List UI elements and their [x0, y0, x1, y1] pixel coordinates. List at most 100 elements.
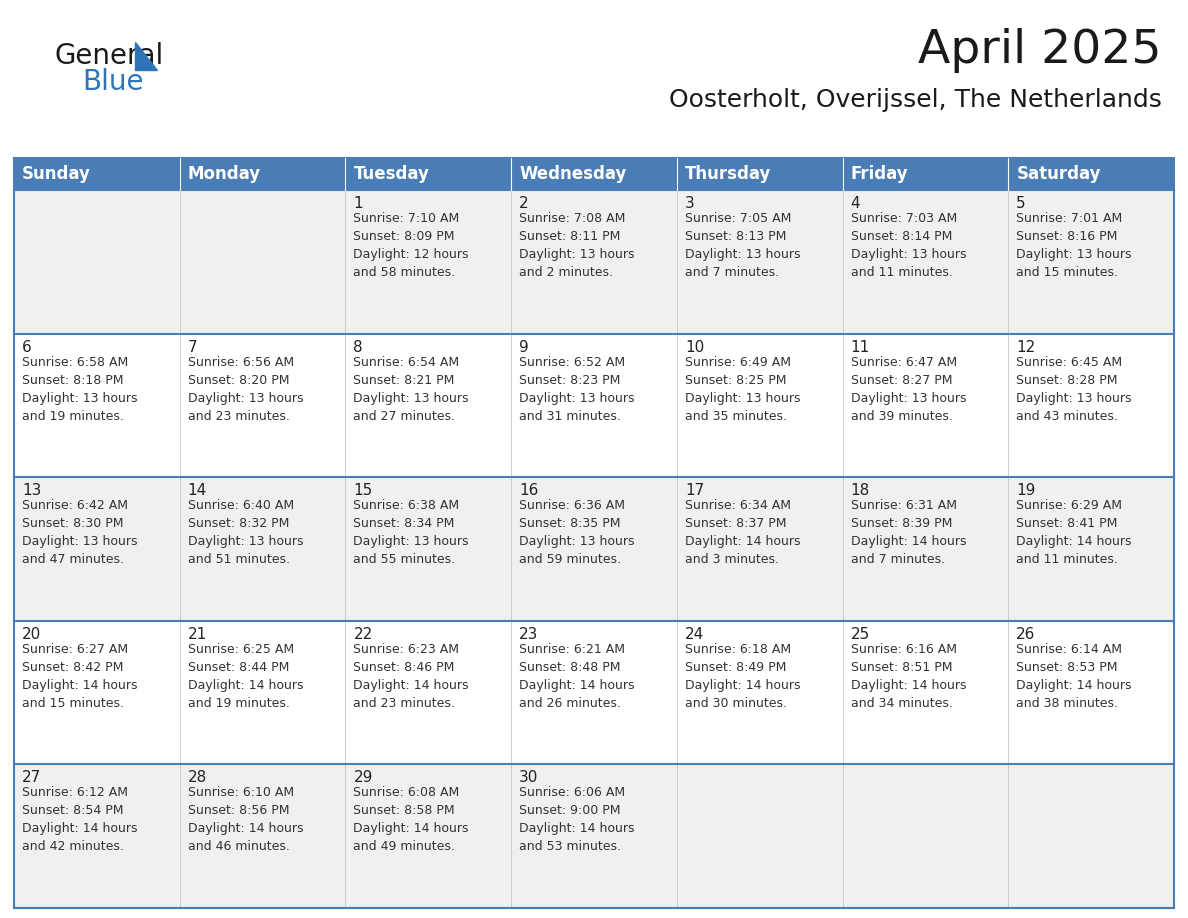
- Text: Sunrise: 6:49 AM
Sunset: 8:25 PM
Daylight: 13 hours
and 35 minutes.: Sunrise: 6:49 AM Sunset: 8:25 PM Dayligh…: [684, 355, 801, 422]
- Text: Sunrise: 6:45 AM
Sunset: 8:28 PM
Daylight: 13 hours
and 43 minutes.: Sunrise: 6:45 AM Sunset: 8:28 PM Dayligh…: [1016, 355, 1132, 422]
- Text: Sunrise: 6:25 AM
Sunset: 8:44 PM
Daylight: 14 hours
and 19 minutes.: Sunrise: 6:25 AM Sunset: 8:44 PM Dayligh…: [188, 643, 303, 710]
- Text: 2: 2: [519, 196, 529, 211]
- Bar: [1009, 190, 1174, 333]
- Bar: [842, 765, 1009, 908]
- Bar: [346, 158, 511, 190]
- Text: Sunrise: 6:21 AM
Sunset: 8:48 PM
Daylight: 14 hours
and 26 minutes.: Sunrise: 6:21 AM Sunset: 8:48 PM Dayligh…: [519, 643, 634, 710]
- Bar: [511, 621, 677, 765]
- Text: 17: 17: [684, 483, 704, 498]
- Bar: [179, 765, 346, 908]
- Text: 7: 7: [188, 340, 197, 354]
- Bar: [346, 190, 511, 333]
- Bar: [511, 158, 677, 190]
- Text: 23: 23: [519, 627, 538, 642]
- Bar: [1009, 477, 1174, 621]
- Text: 1: 1: [353, 196, 364, 211]
- Text: Sunrise: 6:47 AM
Sunset: 8:27 PM
Daylight: 13 hours
and 39 minutes.: Sunrise: 6:47 AM Sunset: 8:27 PM Dayligh…: [851, 355, 966, 422]
- Bar: [842, 621, 1009, 765]
- Bar: [511, 477, 677, 621]
- Text: 27: 27: [23, 770, 42, 786]
- Text: Sunrise: 7:01 AM
Sunset: 8:16 PM
Daylight: 13 hours
and 15 minutes.: Sunrise: 7:01 AM Sunset: 8:16 PM Dayligh…: [1016, 212, 1132, 279]
- Bar: [14, 765, 179, 908]
- Text: 24: 24: [684, 627, 704, 642]
- Text: 15: 15: [353, 483, 373, 498]
- Text: Sunrise: 6:18 AM
Sunset: 8:49 PM
Daylight: 14 hours
and 30 minutes.: Sunrise: 6:18 AM Sunset: 8:49 PM Dayligh…: [684, 643, 801, 710]
- Text: Saturday: Saturday: [1016, 165, 1101, 183]
- Text: Sunrise: 6:12 AM
Sunset: 8:54 PM
Daylight: 14 hours
and 42 minutes.: Sunrise: 6:12 AM Sunset: 8:54 PM Dayligh…: [23, 787, 138, 854]
- Text: 10: 10: [684, 340, 704, 354]
- Text: Sunrise: 6:52 AM
Sunset: 8:23 PM
Daylight: 13 hours
and 31 minutes.: Sunrise: 6:52 AM Sunset: 8:23 PM Dayligh…: [519, 355, 634, 422]
- Text: Sunrise: 6:08 AM
Sunset: 8:58 PM
Daylight: 14 hours
and 49 minutes.: Sunrise: 6:08 AM Sunset: 8:58 PM Dayligh…: [353, 787, 469, 854]
- Text: Sunrise: 6:42 AM
Sunset: 8:30 PM
Daylight: 13 hours
and 47 minutes.: Sunrise: 6:42 AM Sunset: 8:30 PM Dayligh…: [23, 499, 138, 566]
- Text: Sunrise: 6:36 AM
Sunset: 8:35 PM
Daylight: 13 hours
and 59 minutes.: Sunrise: 6:36 AM Sunset: 8:35 PM Dayligh…: [519, 499, 634, 566]
- Bar: [842, 477, 1009, 621]
- Text: Friday: Friday: [851, 165, 908, 183]
- Text: 19: 19: [1016, 483, 1036, 498]
- Text: Sunrise: 6:14 AM
Sunset: 8:53 PM
Daylight: 14 hours
and 38 minutes.: Sunrise: 6:14 AM Sunset: 8:53 PM Dayligh…: [1016, 643, 1132, 710]
- Text: Sunrise: 6:31 AM
Sunset: 8:39 PM
Daylight: 14 hours
and 7 minutes.: Sunrise: 6:31 AM Sunset: 8:39 PM Dayligh…: [851, 499, 966, 566]
- Polygon shape: [135, 42, 157, 70]
- Bar: [511, 333, 677, 477]
- Bar: [842, 158, 1009, 190]
- Text: Blue: Blue: [82, 68, 144, 96]
- Text: Sunrise: 7:08 AM
Sunset: 8:11 PM
Daylight: 13 hours
and 2 minutes.: Sunrise: 7:08 AM Sunset: 8:11 PM Dayligh…: [519, 212, 634, 279]
- Bar: [14, 190, 179, 333]
- Bar: [179, 621, 346, 765]
- Bar: [677, 621, 842, 765]
- Text: 18: 18: [851, 483, 870, 498]
- Bar: [179, 477, 346, 621]
- Bar: [179, 158, 346, 190]
- Bar: [511, 765, 677, 908]
- Text: General: General: [55, 42, 164, 70]
- Text: April 2025: April 2025: [918, 28, 1162, 73]
- Bar: [179, 333, 346, 477]
- Text: 26: 26: [1016, 627, 1036, 642]
- Text: 11: 11: [851, 340, 870, 354]
- Text: 12: 12: [1016, 340, 1036, 354]
- Text: Sunrise: 7:05 AM
Sunset: 8:13 PM
Daylight: 13 hours
and 7 minutes.: Sunrise: 7:05 AM Sunset: 8:13 PM Dayligh…: [684, 212, 801, 279]
- Bar: [346, 333, 511, 477]
- Text: Oosterholt, Overijssel, The Netherlands: Oosterholt, Overijssel, The Netherlands: [669, 88, 1162, 112]
- Text: Sunrise: 6:58 AM
Sunset: 8:18 PM
Daylight: 13 hours
and 19 minutes.: Sunrise: 6:58 AM Sunset: 8:18 PM Dayligh…: [23, 355, 138, 422]
- Bar: [14, 333, 179, 477]
- Bar: [346, 765, 511, 908]
- Bar: [1009, 765, 1174, 908]
- Bar: [179, 190, 346, 333]
- Text: 21: 21: [188, 627, 207, 642]
- Text: Sunrise: 7:10 AM
Sunset: 8:09 PM
Daylight: 12 hours
and 58 minutes.: Sunrise: 7:10 AM Sunset: 8:09 PM Dayligh…: [353, 212, 469, 279]
- Bar: [1009, 333, 1174, 477]
- Text: 8: 8: [353, 340, 364, 354]
- Text: Sunrise: 6:27 AM
Sunset: 8:42 PM
Daylight: 14 hours
and 15 minutes.: Sunrise: 6:27 AM Sunset: 8:42 PM Dayligh…: [23, 643, 138, 710]
- Bar: [14, 621, 179, 765]
- Bar: [842, 190, 1009, 333]
- Text: 28: 28: [188, 770, 207, 786]
- Bar: [1009, 158, 1174, 190]
- Text: Sunrise: 6:38 AM
Sunset: 8:34 PM
Daylight: 13 hours
and 55 minutes.: Sunrise: 6:38 AM Sunset: 8:34 PM Dayligh…: [353, 499, 469, 566]
- Text: 13: 13: [23, 483, 42, 498]
- Text: Sunrise: 6:40 AM
Sunset: 8:32 PM
Daylight: 13 hours
and 51 minutes.: Sunrise: 6:40 AM Sunset: 8:32 PM Dayligh…: [188, 499, 303, 566]
- Text: 22: 22: [353, 627, 373, 642]
- Text: Monday: Monday: [188, 165, 261, 183]
- Bar: [346, 621, 511, 765]
- Bar: [14, 158, 1174, 908]
- Bar: [677, 477, 842, 621]
- Bar: [677, 765, 842, 908]
- Text: Sunday: Sunday: [23, 165, 90, 183]
- Bar: [842, 333, 1009, 477]
- Text: Sunrise: 6:16 AM
Sunset: 8:51 PM
Daylight: 14 hours
and 34 minutes.: Sunrise: 6:16 AM Sunset: 8:51 PM Dayligh…: [851, 643, 966, 710]
- Bar: [677, 333, 842, 477]
- Text: Wednesday: Wednesday: [519, 165, 626, 183]
- Text: Sunrise: 6:54 AM
Sunset: 8:21 PM
Daylight: 13 hours
and 27 minutes.: Sunrise: 6:54 AM Sunset: 8:21 PM Dayligh…: [353, 355, 469, 422]
- Bar: [511, 190, 677, 333]
- Text: Sunrise: 6:29 AM
Sunset: 8:41 PM
Daylight: 14 hours
and 11 minutes.: Sunrise: 6:29 AM Sunset: 8:41 PM Dayligh…: [1016, 499, 1132, 566]
- Bar: [677, 158, 842, 190]
- Text: 14: 14: [188, 483, 207, 498]
- Bar: [14, 158, 179, 190]
- Text: 5: 5: [1016, 196, 1026, 211]
- Text: Thursday: Thursday: [684, 165, 771, 183]
- Text: Sunrise: 6:34 AM
Sunset: 8:37 PM
Daylight: 14 hours
and 3 minutes.: Sunrise: 6:34 AM Sunset: 8:37 PM Dayligh…: [684, 499, 801, 566]
- Text: 25: 25: [851, 627, 870, 642]
- Text: Sunrise: 6:23 AM
Sunset: 8:46 PM
Daylight: 14 hours
and 23 minutes.: Sunrise: 6:23 AM Sunset: 8:46 PM Dayligh…: [353, 643, 469, 710]
- Text: 30: 30: [519, 770, 538, 786]
- Text: 20: 20: [23, 627, 42, 642]
